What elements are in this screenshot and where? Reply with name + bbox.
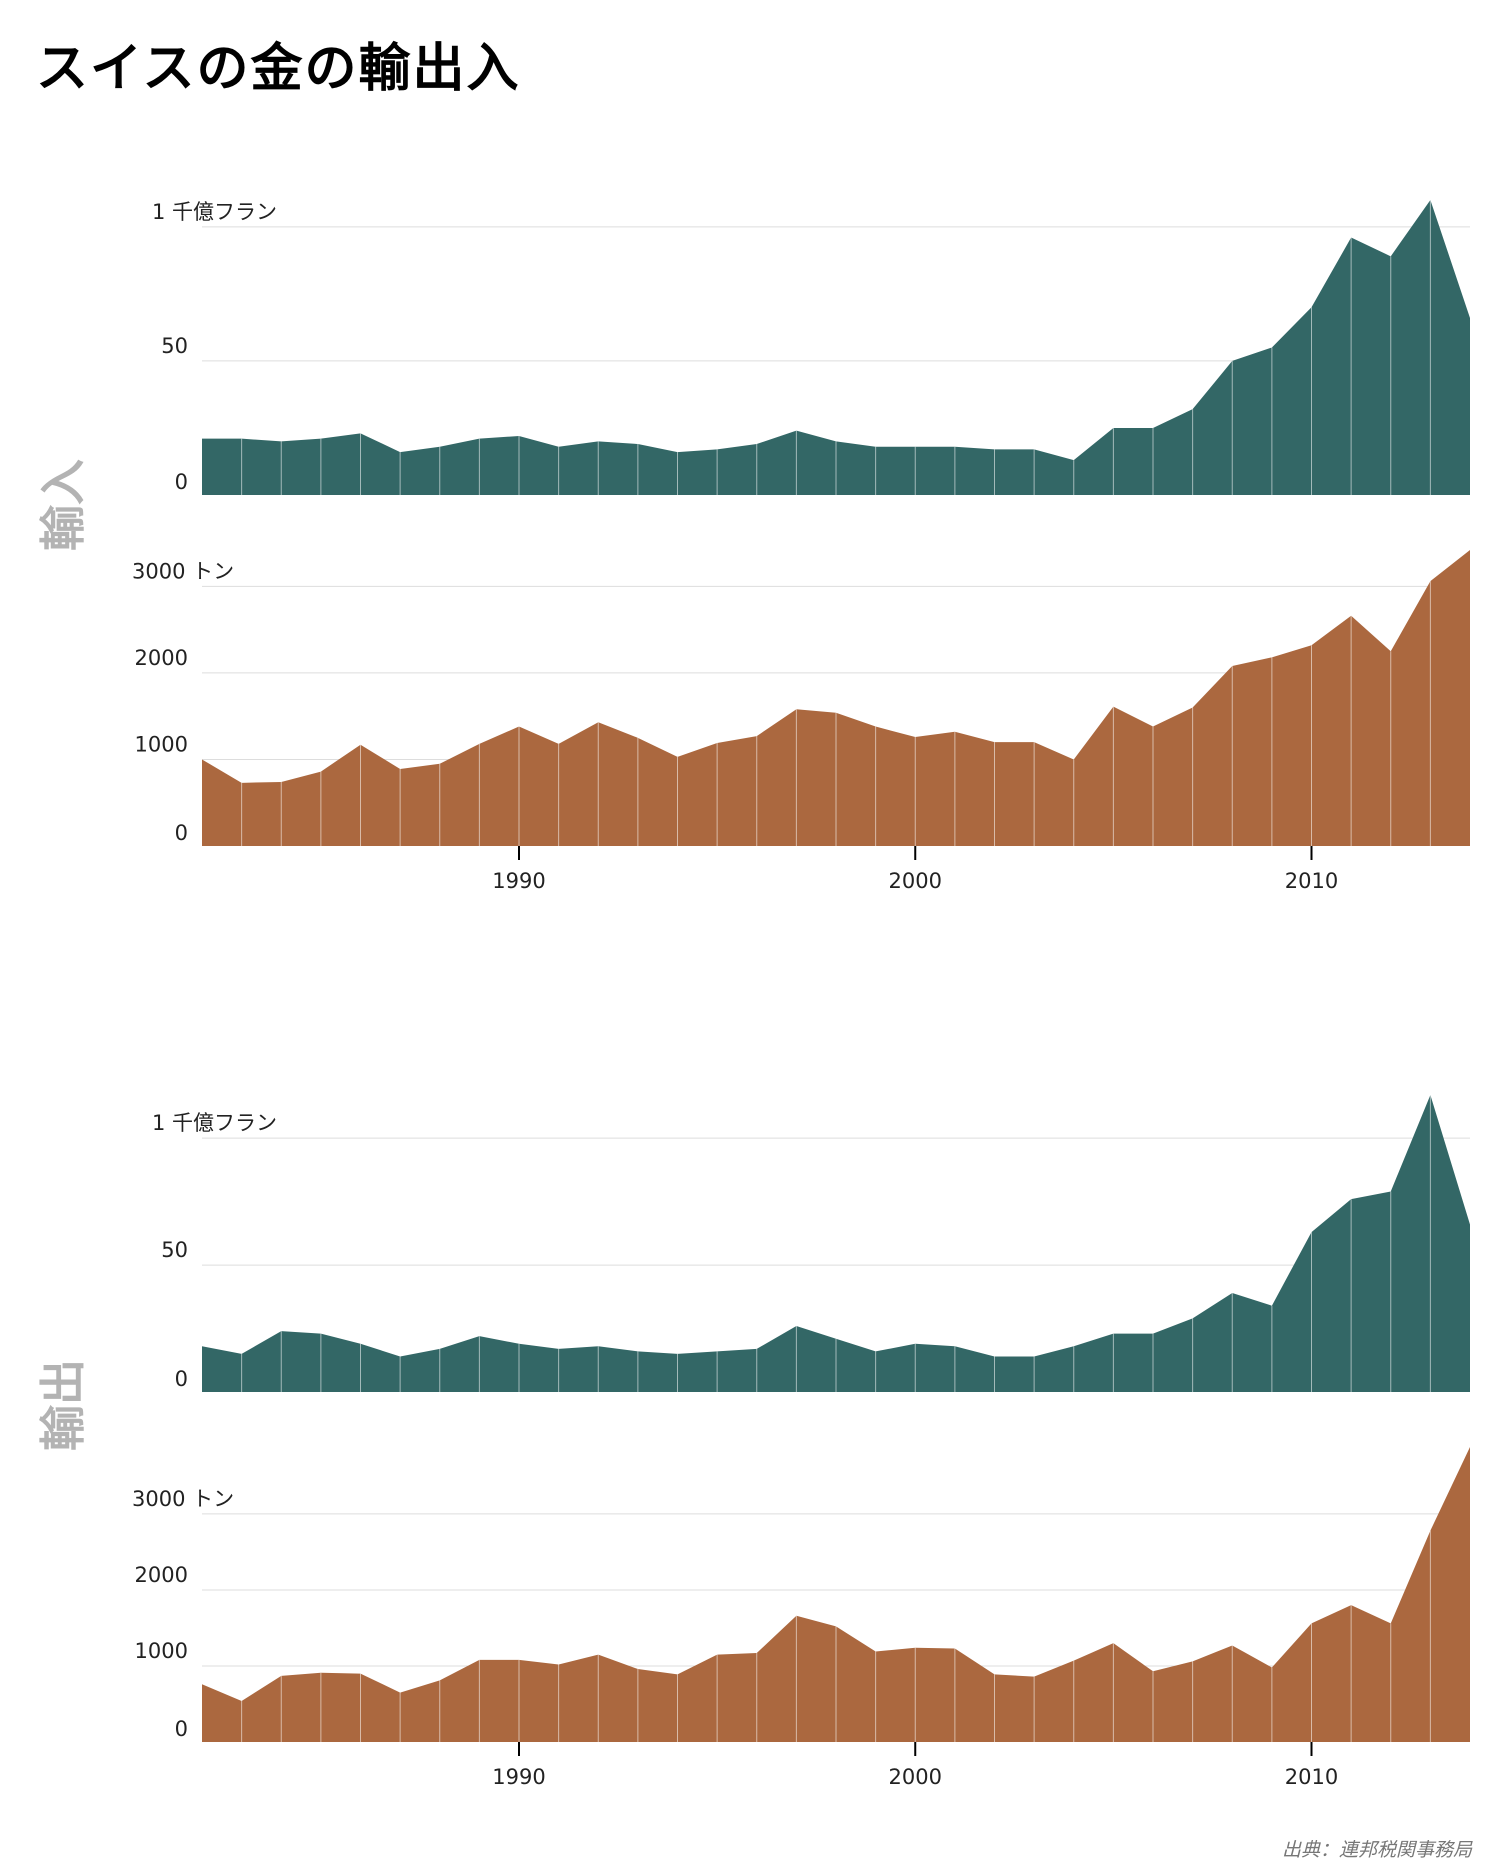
area-series-value <box>202 1095 1470 1392</box>
y-tick-label: 1000 <box>135 732 188 756</box>
y-tick-label: 50 <box>161 1238 188 1262</box>
y-tick-label: 0 <box>175 821 188 845</box>
chart-title: スイスの金の輸出入 <box>36 39 521 99</box>
y-tick-label: 1000 <box>135 1639 188 1663</box>
x-tick-label: 2010 <box>1285 1765 1338 1789</box>
y-tick-label: 0 <box>175 1367 188 1391</box>
x-tick-label: 2000 <box>889 1765 942 1789</box>
source-note: 出典：連邦税関事務局 <box>1282 1839 1473 1861</box>
x-tick-label: 1990 <box>492 1765 545 1789</box>
panel-4-tonnes: 0 1000 2000 3000 トン 1990 2000 2010 <box>132 1447 1470 1789</box>
x-tick-label: 1990 <box>492 869 545 893</box>
panel-1-value: 0 50 1 千億フラン <box>152 200 1470 495</box>
y-tick-label: 1 千億フラン <box>152 200 277 224</box>
x-tick-label: 2000 <box>889 869 942 893</box>
y-tick-label: 3000 トン <box>132 559 234 583</box>
y-tick-label: 0 <box>175 1717 188 1741</box>
panel-3-value: 0 50 1 千億フラン <box>152 1095 1470 1392</box>
y-tick-label: 3000 トン <box>132 1487 234 1511</box>
y-tick-label: 2000 <box>135 1563 188 1587</box>
y-tick-label: 50 <box>161 334 188 358</box>
y-tick-label: 0 <box>175 470 188 494</box>
section-label-imports: 輸入 <box>36 459 90 551</box>
y-tick-label: 1 千億フラン <box>152 1111 277 1135</box>
x-tick-label: 2010 <box>1285 869 1338 893</box>
area-series-value <box>202 200 1470 495</box>
y-tick-label: 2000 <box>135 646 188 670</box>
section-label-exports: 輸出 <box>36 1359 90 1451</box>
panel-2-tonnes: 0 1000 2000 3000 トン 1990 2000 2010 <box>132 550 1470 893</box>
